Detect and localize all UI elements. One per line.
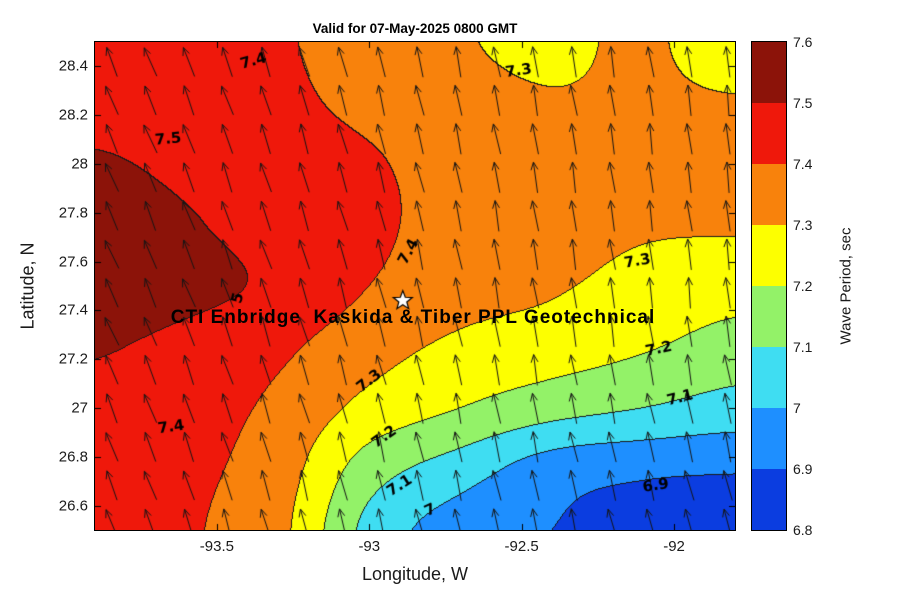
colorbar-label: Wave Period, sec	[837, 227, 855, 345]
colorbar-band-7-7.1	[752, 347, 786, 408]
colorbar-tick-label: 7.3	[793, 217, 813, 233]
y-tick-label: 28	[71, 155, 88, 173]
colorbar-tick-label: 7	[793, 400, 801, 416]
y-tick-label: 28.4	[58, 57, 88, 75]
y-tick-label: 28.2	[58, 106, 88, 124]
colorbar-band-6.8-6.9	[752, 469, 786, 530]
colorbar-band-7.1-7.2	[752, 286, 786, 347]
colorbar-band-7.3-7.4	[752, 164, 786, 225]
colorbar-tick-label: 7.1	[793, 339, 813, 355]
colorbar	[751, 41, 787, 531]
y-axis-label: Latitude, N	[17, 242, 38, 330]
y-tick-label: 27.8	[58, 204, 88, 222]
x-tick-label: -92.5	[504, 538, 539, 555]
y-tick-label: 27.2	[58, 350, 88, 368]
x-tick-label: -93	[358, 538, 381, 555]
annotation-text: CTI Enbridge Kaskida & Tiber PPL Geotech…	[170, 307, 656, 328]
x-axis-label: Longitude, W	[361, 564, 469, 584]
contour-plot-canvas	[95, 42, 735, 530]
colorbar-tick-label: 7.4	[793, 156, 813, 172]
y-tick-label: 27.6	[58, 253, 88, 271]
colorbar-band-7.4-7.5	[752, 103, 786, 164]
y-tick-label: 26.6	[58, 497, 88, 515]
colorbar-tick-label: 7.6	[793, 34, 813, 50]
y-tick-label: 27.4	[58, 301, 88, 319]
y-tick-label: 27	[71, 399, 88, 417]
colorbar-tick-label: 7.2	[793, 278, 813, 294]
colorbar-tick-label: 6.8	[793, 522, 813, 538]
y-tick-label: 26.8	[58, 448, 88, 466]
colorbar-band-6.9-7	[752, 408, 786, 469]
plot-title: Valid for 07-May-2025 0800 GMT	[312, 21, 518, 36]
colorbar-band-7.5-7.6	[752, 42, 786, 103]
colorbar-tick-label: 7.5	[793, 95, 813, 111]
x-tick-label: -93.5	[199, 538, 234, 555]
colorbar-band-7.2-7.3	[752, 225, 786, 286]
x-tick-label: -92	[663, 538, 685, 555]
colorbar-tick-label: 6.9	[793, 461, 813, 477]
plot-area: CTI Enbridge Kaskida & Tiber PPL Geotech…	[94, 41, 736, 531]
